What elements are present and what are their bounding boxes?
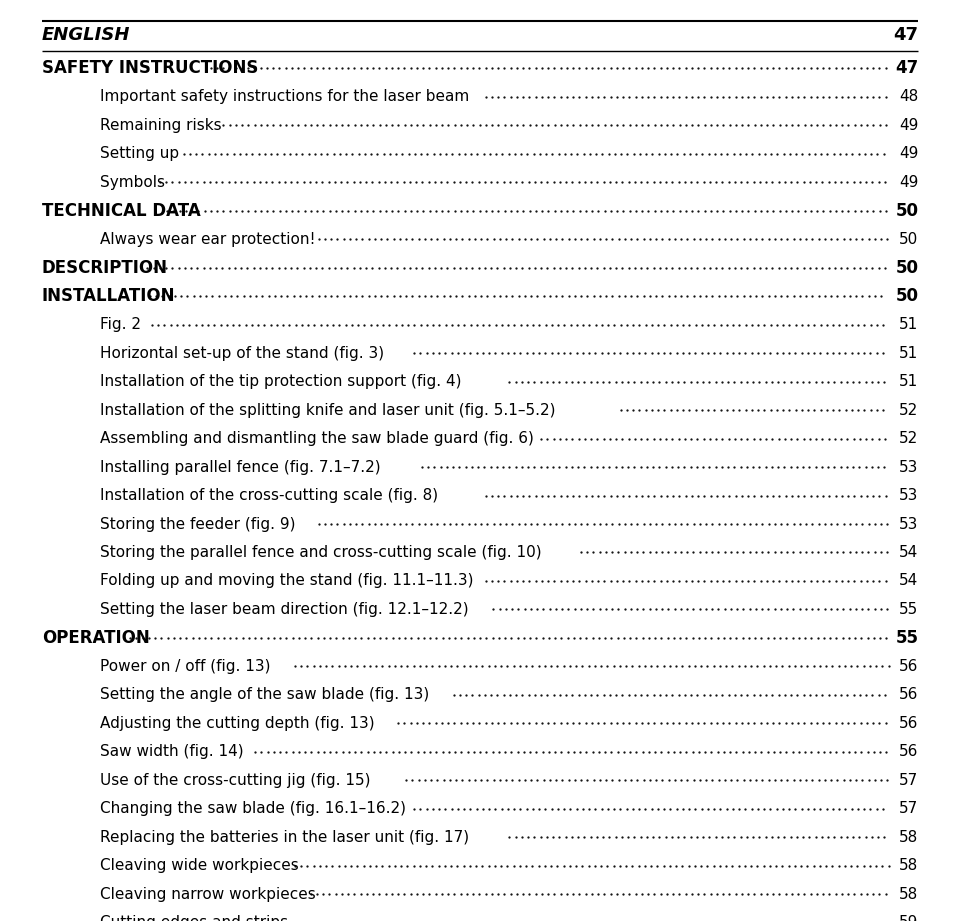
Text: Saw width (fig. 14): Saw width (fig. 14) xyxy=(100,744,244,759)
Text: Installation of the cross-cutting scale (fig. 8): Installation of the cross-cutting scale … xyxy=(100,488,438,503)
Text: 53: 53 xyxy=(899,517,919,531)
Text: 58: 58 xyxy=(900,858,919,873)
Text: Storing the parallel fence and cross-cutting scale (fig. 10): Storing the parallel fence and cross-cut… xyxy=(100,545,541,560)
Text: 51: 51 xyxy=(900,317,919,332)
Text: 51: 51 xyxy=(900,345,919,361)
Text: 47: 47 xyxy=(894,26,919,43)
Text: 58: 58 xyxy=(900,830,919,845)
Text: Always wear ear protection!: Always wear ear protection! xyxy=(100,232,316,247)
Text: 56: 56 xyxy=(899,744,919,759)
Text: Assembling and dismantling the saw blade guard (fig. 6): Assembling and dismantling the saw blade… xyxy=(100,431,534,446)
Text: Horizontal set-up of the stand (fig. 3): Horizontal set-up of the stand (fig. 3) xyxy=(100,345,384,361)
Text: 52: 52 xyxy=(900,402,919,417)
Text: Remaining risks: Remaining risks xyxy=(100,118,222,133)
Text: Setting up: Setting up xyxy=(100,146,180,161)
Text: 59: 59 xyxy=(899,915,919,921)
Text: 50: 50 xyxy=(896,287,919,305)
Text: Use of the cross-cutting jig (fig. 15): Use of the cross-cutting jig (fig. 15) xyxy=(100,773,371,787)
Text: 52: 52 xyxy=(900,431,919,446)
Text: INSTALLATION: INSTALLATION xyxy=(41,287,175,305)
Text: 48: 48 xyxy=(900,89,919,104)
Text: 47: 47 xyxy=(895,60,919,77)
Text: 57: 57 xyxy=(900,801,919,816)
Text: 49: 49 xyxy=(899,146,919,161)
Text: 53: 53 xyxy=(899,488,919,503)
Text: Cleaving wide workpieces: Cleaving wide workpieces xyxy=(100,858,299,873)
Text: Installation of the tip protection support (fig. 4): Installation of the tip protection suppo… xyxy=(100,374,462,390)
Text: 53: 53 xyxy=(899,460,919,474)
Text: 56: 56 xyxy=(899,659,919,674)
Text: Cleaving narrow workpieces: Cleaving narrow workpieces xyxy=(100,887,316,902)
Text: 50: 50 xyxy=(900,232,919,247)
Text: Setting the angle of the saw blade (fig. 13): Setting the angle of the saw blade (fig.… xyxy=(100,687,429,703)
Text: 54: 54 xyxy=(900,574,919,589)
Text: Fig. 2: Fig. 2 xyxy=(100,317,141,332)
Text: Symbols: Symbols xyxy=(100,175,165,190)
Text: 58: 58 xyxy=(900,887,919,902)
Text: Setting the laser beam direction (fig. 12.1–12.2): Setting the laser beam direction (fig. 1… xyxy=(100,602,468,617)
Text: 51: 51 xyxy=(900,374,919,390)
Text: Changing the saw blade (fig. 16.1–16.2): Changing the saw blade (fig. 16.1–16.2) xyxy=(100,801,406,816)
Text: Adjusting the cutting depth (fig. 13): Adjusting the cutting depth (fig. 13) xyxy=(100,716,374,731)
Text: 54: 54 xyxy=(900,545,919,560)
Text: 49: 49 xyxy=(899,118,919,133)
Text: 49: 49 xyxy=(899,175,919,190)
Text: SAFETY INSTRUCTIONS: SAFETY INSTRUCTIONS xyxy=(41,60,258,77)
Text: Cutting edges and strips: Cutting edges and strips xyxy=(100,915,288,921)
Text: 50: 50 xyxy=(896,202,919,220)
Text: Replacing the batteries in the laser unit (fig. 17): Replacing the batteries in the laser uni… xyxy=(100,830,469,845)
Text: Installing parallel fence (fig. 7.1–7.2): Installing parallel fence (fig. 7.1–7.2) xyxy=(100,460,380,474)
Text: Important safety instructions for the laser beam: Important safety instructions for the la… xyxy=(100,89,469,104)
Text: ENGLISH: ENGLISH xyxy=(41,26,131,43)
Text: TECHNICAL DATA: TECHNICAL DATA xyxy=(41,202,201,220)
Text: 55: 55 xyxy=(896,629,919,647)
Text: Storing the feeder (fig. 9): Storing the feeder (fig. 9) xyxy=(100,517,296,531)
Text: 56: 56 xyxy=(899,687,919,703)
Text: 57: 57 xyxy=(900,773,919,787)
Text: Power on / off (fig. 13): Power on / off (fig. 13) xyxy=(100,659,271,674)
Text: 55: 55 xyxy=(900,602,919,617)
Text: OPERATION: OPERATION xyxy=(41,629,150,647)
Text: 56: 56 xyxy=(899,716,919,731)
Text: Folding up and moving the stand (fig. 11.1–11.3): Folding up and moving the stand (fig. 11… xyxy=(100,574,473,589)
Text: Installation of the splitting knife and laser unit (fig. 5.1–5.2): Installation of the splitting knife and … xyxy=(100,402,556,417)
Text: DESCRIPTION: DESCRIPTION xyxy=(41,259,168,277)
Text: 50: 50 xyxy=(896,259,919,277)
